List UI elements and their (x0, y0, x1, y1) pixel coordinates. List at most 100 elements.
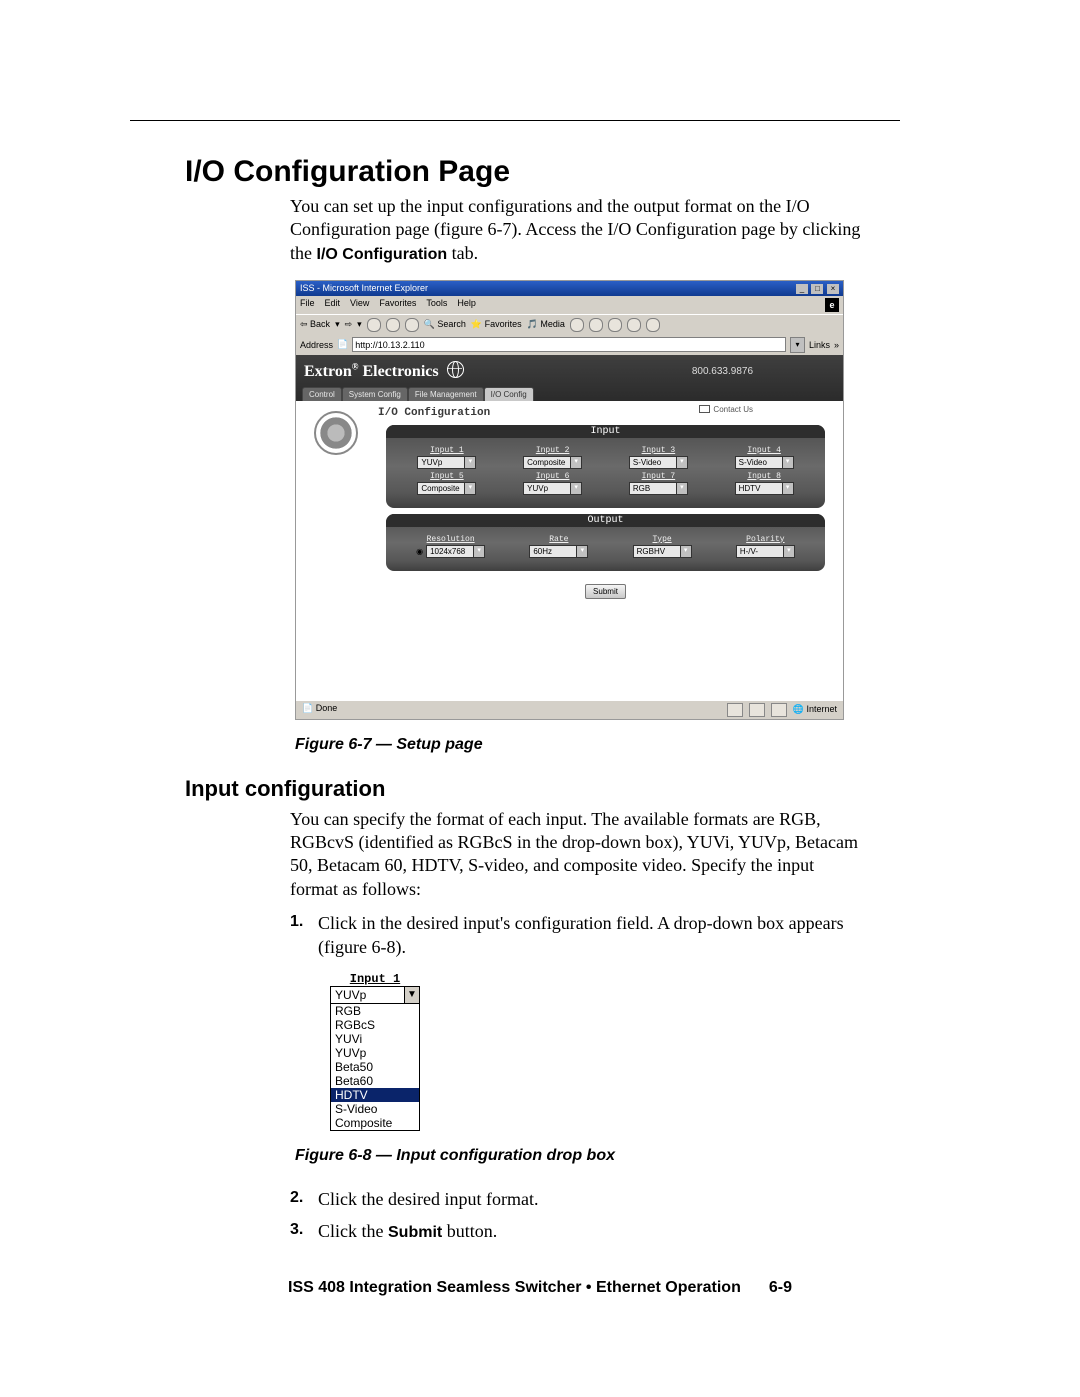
ie-toolbar: ⇦ Back ▾ ⇨ ▾ 🔍 Search ⭐ Favorites 🎵 Medi… (296, 314, 843, 335)
refresh-icon[interactable] (386, 318, 400, 332)
output-label: Type (633, 535, 692, 544)
mail-icon[interactable] (589, 318, 603, 332)
edit-icon[interactable] (627, 318, 641, 332)
menu-favorites[interactable]: Favorites (379, 298, 416, 312)
chevron-down-icon[interactable]: ▾ (577, 545, 588, 558)
chevron-down-icon[interactable]: ▾ (465, 482, 476, 495)
chevron-down-icon[interactable]: ▾ (784, 545, 795, 558)
output-select[interactable]: 1024x768 (426, 545, 474, 558)
drop-option-s-video[interactable]: S-Video (331, 1102, 419, 1116)
chevron-down-icon[interactable]: ▾ (465, 456, 476, 469)
output-select[interactable]: RGBHV (633, 545, 681, 558)
drop-option-yuvi[interactable]: YUVi (331, 1032, 419, 1046)
output-select[interactable]: 60Hz (529, 545, 577, 558)
address-input[interactable] (352, 337, 786, 352)
drop-option-rgb[interactable]: RGB (331, 1004, 419, 1018)
io-config-title: I/O Configuration (378, 407, 835, 419)
tab-system-config[interactable]: System Config (342, 387, 408, 401)
page-heading: I/O Configuration Page (185, 155, 865, 189)
input-config-para: You can specify the format of each input… (290, 808, 865, 902)
chevron-down-icon[interactable]: ▾ (571, 482, 582, 495)
status-done: 📄 Done (302, 703, 337, 717)
dropfig-list: RGBRGBcSYUViYUVpBeta50Beta60HDTVS-VideoC… (330, 1004, 420, 1131)
figure-6-7-caption: Figure 6-7 — Setup page (295, 736, 865, 754)
drop-option-composite[interactable]: Composite (331, 1116, 419, 1130)
status-slot-1 (727, 703, 743, 717)
history-icon[interactable] (570, 318, 584, 332)
drop-option-beta60[interactable]: Beta60 (331, 1074, 419, 1088)
favorites-button[interactable]: ⭐ Favorites (471, 319, 522, 330)
sidebar-icon-col (296, 401, 376, 701)
intro-paragraph: You can set up the input configurations … (290, 195, 865, 266)
input-select[interactable]: S-Video (629, 456, 677, 469)
ie-address-bar: Address 📄 ▾ Links » (296, 335, 843, 355)
status-slot-2 (749, 703, 765, 717)
footer-text: ISS 408 Integration Seamless Switcher • … (288, 1279, 741, 1296)
discuss-icon[interactable] (646, 318, 660, 332)
home-icon[interactable] (405, 318, 419, 332)
input-select[interactable]: YUVp (417, 456, 465, 469)
menu-edit[interactable]: Edit (325, 298, 341, 312)
menu-file[interactable]: File (300, 298, 315, 312)
intro-tail: tab. (447, 243, 478, 263)
chevron-down-icon[interactable]: ▼ (404, 987, 419, 1003)
input-field-1: Input 1YUVp▾ (417, 446, 476, 469)
input-select[interactable]: Composite (417, 482, 465, 495)
media-button[interactable]: 🎵 Media (527, 319, 565, 330)
maximize-icon[interactable]: □ (811, 284, 823, 294)
submit-button[interactable]: Submit (585, 584, 626, 599)
input-label: Input 3 (629, 446, 688, 455)
menu-tools[interactable]: Tools (426, 298, 447, 312)
chevron-down-icon[interactable]: ▾ (677, 482, 688, 495)
page-icon: 📄 (337, 339, 348, 350)
close-icon[interactable]: × (827, 284, 839, 294)
back-button[interactable]: ⇦ Back (300, 319, 330, 330)
search-button[interactable]: 🔍 Search (424, 319, 466, 330)
output-panel: Output Resolution◉1024x768▾Rate60Hz▾Type… (386, 514, 825, 571)
input-select[interactable]: Composite (523, 456, 571, 469)
drop-option-beta50[interactable]: Beta50 (331, 1060, 419, 1074)
contact-us-link[interactable]: Contact Us (699, 405, 753, 414)
dropfig-select[interactable]: YUVp ▼ (330, 986, 420, 1004)
minimize-icon[interactable]: _ (796, 284, 808, 294)
tab-file-management[interactable]: File Management (408, 387, 484, 401)
intro-bold: I/O Configuration (317, 246, 448, 263)
ie-window-title: ISS - Microsoft Internet Explorer (300, 283, 428, 293)
input-select[interactable]: S-Video (735, 456, 783, 469)
input-select[interactable]: YUVp (523, 482, 571, 495)
input-field-6: Input 6YUVp▾ (523, 472, 582, 495)
chevron-down-icon[interactable]: ▾ (681, 545, 692, 558)
drop-option-yuvp[interactable]: YUVp (331, 1046, 419, 1060)
links-label[interactable]: Links (809, 340, 830, 350)
output-label: Polarity (736, 535, 795, 544)
tab-i/o-config[interactable]: I/O Config (484, 387, 534, 401)
forward-button[interactable]: ⇨ (345, 319, 353, 330)
input-config-heading: Input configuration (185, 776, 865, 802)
radio-icon[interactable]: ◉ (416, 547, 423, 556)
chevron-down-icon[interactable]: ▾ (677, 456, 688, 469)
chevron-down-icon[interactable]: ▾ (783, 482, 794, 495)
input-field-7: Input 7RGB▾ (629, 472, 688, 495)
input-select[interactable]: HDTV (735, 482, 783, 495)
chevron-down-icon[interactable]: ▾ (571, 456, 582, 469)
tab-control[interactable]: Control (302, 387, 342, 401)
dropdown-figure: Input 1 YUVp ▼ RGBRGBcSYUViYUVpBeta50Bet… (330, 972, 420, 1131)
chevron-down-icon[interactable]: ▾ (474, 545, 485, 558)
stop-icon[interactable] (367, 318, 381, 332)
envelope-icon (699, 405, 710, 413)
globe-icon (447, 361, 464, 378)
menu-view[interactable]: View (350, 298, 369, 312)
drop-option-rgbcs[interactable]: RGBcS (331, 1018, 419, 1032)
print-icon[interactable] (608, 318, 622, 332)
input-select[interactable]: RGB (629, 482, 677, 495)
drop-option-hdtv[interactable]: HDTV (331, 1088, 419, 1102)
ie-menu-bar: File Edit View Favorites Tools Help e (296, 296, 843, 314)
output-polarity: PolarityH-/V-▾ (736, 535, 795, 558)
menu-help[interactable]: Help (457, 298, 476, 312)
address-drop-icon[interactable]: ▾ (790, 337, 805, 353)
output-resolution: Resolution◉1024x768▾ (416, 535, 485, 558)
output-select[interactable]: H-/V- (736, 545, 784, 558)
input-label: Input 4 (735, 446, 794, 455)
input-panel: Input Input 1YUVp▾Input 2Composite▾Input… (386, 425, 825, 508)
chevron-down-icon[interactable]: ▾ (783, 456, 794, 469)
